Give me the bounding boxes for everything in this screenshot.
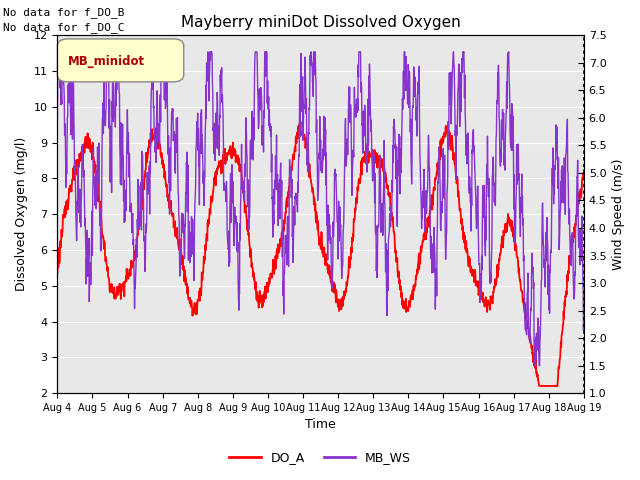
MB_WS [574, 157, 582, 163]
DO_A [307, 177, 315, 182]
DO_A [297, 119, 305, 125]
DO_A [54, 270, 61, 276]
Text: No data for f_DO_B: No data for f_DO_B [3, 7, 125, 18]
DO_A [445, 128, 452, 133]
DO_A [580, 168, 588, 173]
MB_WS [307, 62, 315, 68]
Y-axis label: Dissolved Oxygen (mg/l): Dissolved Oxygen (mg/l) [15, 137, 28, 291]
Title: Mayberry miniDot Dissolved Oxygen: Mayberry miniDot Dissolved Oxygen [180, 15, 461, 30]
Y-axis label: Wind Speed (m/s): Wind Speed (m/s) [612, 158, 625, 270]
FancyBboxPatch shape [58, 39, 184, 82]
MB_WS [136, 223, 144, 228]
MB_WS [54, 115, 61, 121]
Line: DO_A: DO_A [58, 122, 584, 386]
Line: MB_WS: MB_WS [58, 52, 584, 366]
MB_WS [54, 49, 62, 55]
Text: MB_minidot: MB_minidot [68, 55, 145, 68]
DO_A [297, 132, 305, 138]
DO_A [522, 312, 530, 318]
Legend: DO_A, MB_WS: DO_A, MB_WS [224, 446, 416, 469]
Text: No data for f_DO_C: No data for f_DO_C [3, 22, 125, 33]
MB_WS [531, 363, 538, 369]
MB_WS [580, 307, 588, 312]
DO_A [136, 216, 143, 221]
X-axis label: Time: Time [305, 419, 336, 432]
DO_A [574, 203, 582, 209]
MB_WS [522, 321, 530, 326]
MB_WS [445, 147, 452, 153]
MB_WS [297, 50, 305, 56]
DO_A [536, 383, 543, 389]
